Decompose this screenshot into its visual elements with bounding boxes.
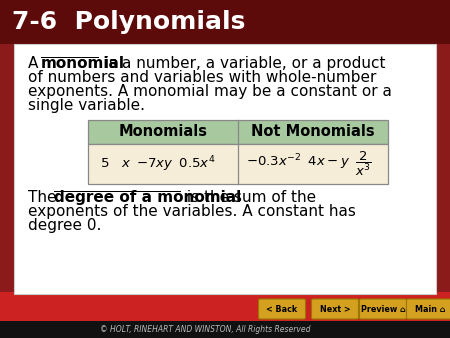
Text: exponents. A monomial may be a constant or a: exponents. A monomial may be a constant … [28,84,392,99]
FancyBboxPatch shape [258,299,306,319]
Text: exponents of the variables. A constant has: exponents of the variables. A constant h… [28,204,356,219]
Bar [88,120,388,144]
Text: A: A [28,56,43,71]
Text: Main ⌂: Main ⌂ [415,305,445,314]
Text: 7-6  Polynomials: 7-6 Polynomials [12,10,245,34]
Text: $-0.3x^{-2} \;\; 4x-y \;\; \dfrac{2}{x^3}$: $-0.3x^{-2} \;\; 4x-y \;\; \dfrac{2}{x^3… [246,150,372,178]
FancyBboxPatch shape [311,299,359,319]
Text: is the sum of the: is the sum of the [182,190,316,205]
Text: $5 \quad x \;\; {-7xy} \;\; 0.5x^4$: $5 \quad x \;\; {-7xy} \;\; 0.5x^4$ [100,154,216,174]
Text: Monomials: Monomials [118,124,207,140]
Text: is a number, a variable, or a product: is a number, a variable, or a product [100,56,386,71]
Text: of numbers and variables with whole-number: of numbers and variables with whole-numb… [28,70,376,85]
Text: single variable.: single variable. [28,98,145,113]
Text: < Back: < Back [266,305,297,314]
Bar [88,144,388,184]
FancyBboxPatch shape [406,299,450,319]
Bar [0,292,450,338]
Bar [0,0,450,44]
Bar [14,44,436,294]
Text: degree 0.: degree 0. [28,218,101,233]
Text: Next >: Next > [320,305,350,314]
Bar [0,321,450,338]
Text: © HOLT, RINEHART AND WINSTON, All Rights Reserved: © HOLT, RINEHART AND WINSTON, All Rights… [100,325,310,335]
Text: Preview ⌂: Preview ⌂ [360,305,405,314]
FancyBboxPatch shape [360,299,406,319]
Text: Not Monomials: Not Monomials [251,124,375,140]
Bar [41,56,99,57]
Text: degree of a monomial: degree of a monomial [54,190,241,205]
Bar [54,191,181,192]
Text: monomial: monomial [41,56,125,71]
Text: The: The [28,190,61,205]
